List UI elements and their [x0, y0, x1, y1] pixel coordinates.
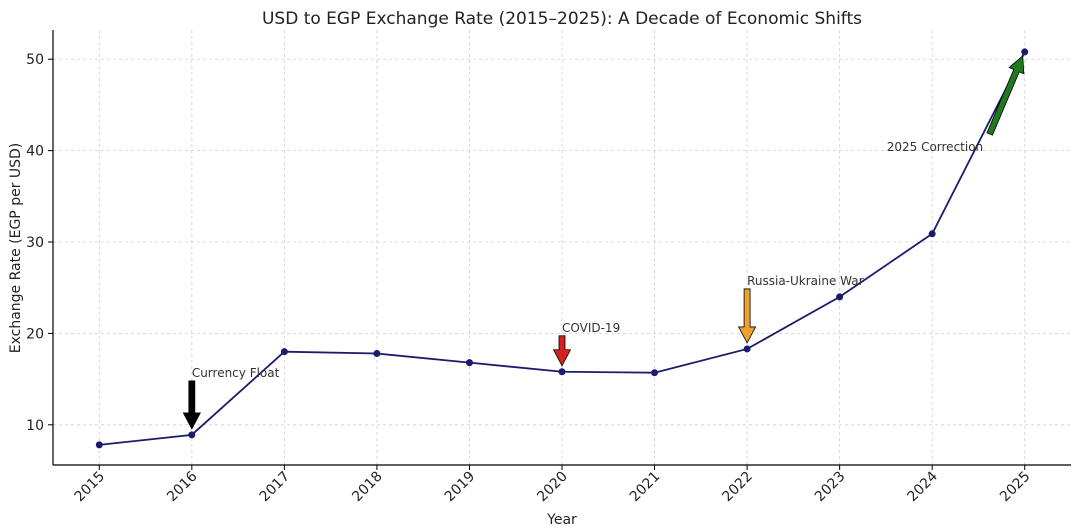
x-tick-label: 2021 — [627, 469, 664, 506]
x-tick-label: 2017 — [257, 469, 294, 506]
annotation-label: COVID-19 — [562, 321, 620, 335]
data-point — [836, 293, 844, 301]
chart-title: USD to EGP Exchange Rate (2015–2025): A … — [262, 9, 862, 29]
annotation: 2025 Correction — [887, 55, 1025, 154]
y-tick-label: 10 — [26, 418, 44, 434]
x-tick-label: 2024 — [904, 468, 941, 505]
annotation-arrow — [737, 288, 757, 344]
x-tick-label: 2022 — [719, 469, 756, 506]
annotation-label: 2025 Correction — [887, 140, 983, 154]
x-tick-label: 2018 — [349, 469, 386, 506]
data-point — [743, 345, 751, 353]
annotation: COVID-19 — [552, 321, 620, 367]
data-point — [465, 359, 473, 367]
x-tick-label: 2019 — [442, 469, 479, 506]
data-point — [558, 368, 566, 376]
data-point — [928, 230, 936, 238]
data-point — [188, 431, 196, 439]
annotation-arrow — [986, 55, 1025, 136]
annotation: Russia-Ukraine War — [737, 274, 864, 344]
y-tick-label: 30 — [26, 235, 44, 251]
data-point — [1021, 48, 1029, 56]
y-axis-label: Exchange Rate (EGP per USD) — [8, 143, 24, 354]
x-axis-label: Year — [546, 512, 577, 528]
y-tick-label: 20 — [26, 326, 44, 342]
y-axis-ticks: 10 20 30 40 50 — [26, 52, 53, 434]
y-tick-label: 50 — [26, 52, 44, 68]
data-point — [280, 348, 288, 356]
x-axis-ticks: 2015 2016 2017 2018 2019 2020 2021 2022 2023 2024… — [72, 465, 1034, 505]
data-point — [651, 369, 659, 377]
annotation: Currency Float — [182, 366, 280, 430]
data-point — [373, 350, 381, 358]
x-tick-label: 2025 — [997, 469, 1034, 506]
annotation-arrow — [182, 380, 201, 430]
data-point — [95, 441, 103, 449]
x-tick-label: 2015 — [72, 469, 109, 506]
grid — [53, 30, 1071, 465]
annotation-label: Currency Float — [192, 366, 280, 380]
annotations: Currency Float COVID-19 Russia-Ukraine War… — [182, 55, 1025, 430]
annotation-label: Russia-Ukraine War — [747, 274, 864, 288]
y-tick-label: 40 — [26, 144, 44, 160]
x-tick-label: 2020 — [534, 469, 571, 506]
annotation-arrow — [552, 335, 572, 367]
x-tick-label: 2016 — [164, 468, 201, 505]
x-tick-label: 2023 — [812, 469, 849, 506]
series — [95, 48, 1029, 449]
